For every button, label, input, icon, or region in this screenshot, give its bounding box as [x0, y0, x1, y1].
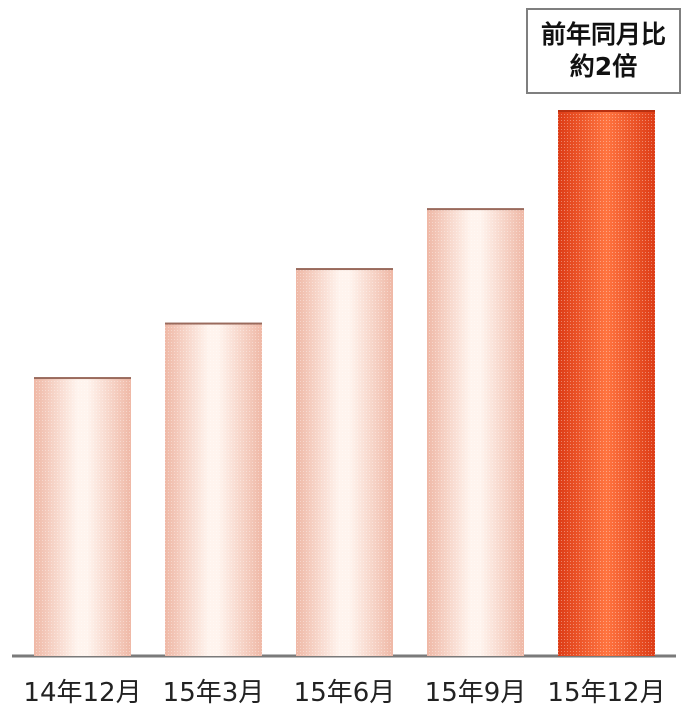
bar-top-edge-3: [427, 208, 524, 211]
annotation-callout: 前年同月比 約2倍: [526, 8, 681, 94]
bar-top-edge-4: [558, 110, 655, 112]
x-tick-label-2: 15年6月: [293, 678, 396, 708]
x-tick-label-0: 14年12月: [23, 678, 142, 708]
bar-texture-4: [558, 111, 655, 656]
bar-texture-3: [427, 209, 524, 656]
bar-top-edge-1: [165, 322, 262, 325]
x-tick-label-1: 15年3月: [162, 678, 265, 708]
bars-group: [34, 110, 655, 656]
bar-texture-0: [34, 378, 131, 656]
bar-top-edge-0: [34, 377, 131, 380]
x-tick-label-4: 15年12月: [547, 678, 666, 708]
annotation-line1: 前年同月比: [540, 20, 666, 49]
bar-texture-2: [296, 269, 393, 656]
annotation-line2: 約2倍: [569, 52, 638, 81]
bar-texture-1: [165, 323, 262, 656]
x-tick-label-3: 15年9月: [424, 678, 527, 708]
bar-top-edge-2: [296, 268, 393, 271]
